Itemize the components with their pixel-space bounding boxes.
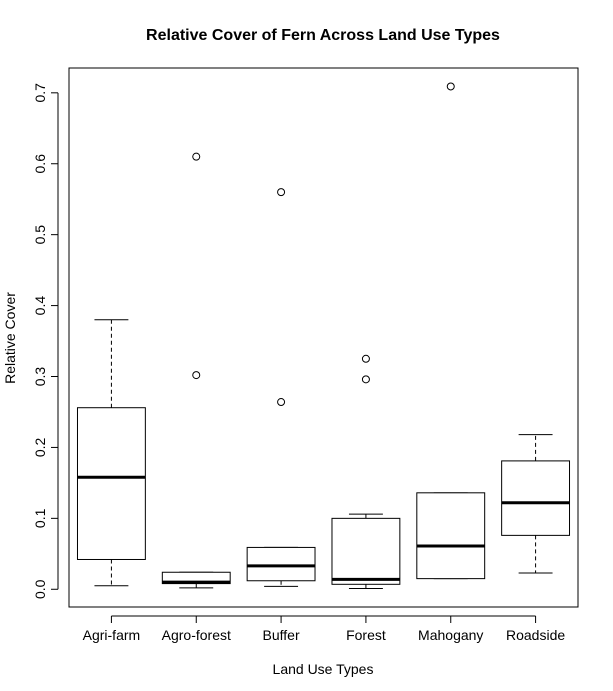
x-axis: Agri-farm Agro-forest Buffer Forest Mahogany… — [83, 615, 565, 643]
x-tick-label: Forest — [346, 627, 386, 643]
y-tick-label: 0.2 — [32, 437, 48, 457]
x-tick-label: Buffer — [263, 627, 300, 643]
y-tick-label: 0.5 — [32, 225, 48, 245]
box-buffer — [246, 188, 316, 587]
x-tick-label: Roadside — [506, 627, 565, 643]
y-axis: 0.0 0.1 0.2 0.3 0.4 0.5 0.6 0.7 — [32, 83, 59, 599]
box-agro-forest — [161, 152, 231, 589]
outlier-point — [277, 188, 286, 197]
outlier-point — [192, 152, 201, 161]
y-axis-label: Relative Cover — [2, 292, 18, 384]
chart-title: Relative Cover of Fern Across Land Use T… — [146, 27, 500, 44]
plot-frame — [68, 67, 579, 608]
box-forest — [331, 354, 401, 590]
iqr-box — [331, 517, 401, 585]
y-tick-label: 0.6 — [32, 154, 48, 174]
iqr-box — [501, 460, 571, 536]
outlier-point — [277, 398, 286, 407]
x-axis-label: Land Use Types — [273, 661, 374, 677]
box-agri-farm — [76, 319, 146, 587]
x-tick-label: Agri-farm — [83, 627, 141, 643]
box-roadside — [501, 434, 571, 574]
outlier-point — [361, 354, 370, 363]
box-series — [76, 82, 571, 590]
box-mahogany — [416, 82, 486, 580]
y-tick-label: 0.1 — [32, 508, 48, 528]
y-tick-label: 0.0 — [32, 579, 48, 599]
y-tick-label: 0.7 — [32, 83, 48, 103]
x-tick-label: Agro-forest — [162, 627, 231, 643]
outlier-point — [192, 371, 201, 380]
y-tick-label: 0.4 — [32, 296, 48, 316]
iqr-box — [246, 546, 316, 582]
outlier-point — [446, 82, 455, 91]
y-tick-label: 0.3 — [32, 367, 48, 387]
outlier-point — [361, 375, 370, 384]
iqr-box — [416, 492, 486, 580]
x-tick-label: Mahogany — [418, 627, 483, 643]
iqr-box — [76, 407, 146, 560]
